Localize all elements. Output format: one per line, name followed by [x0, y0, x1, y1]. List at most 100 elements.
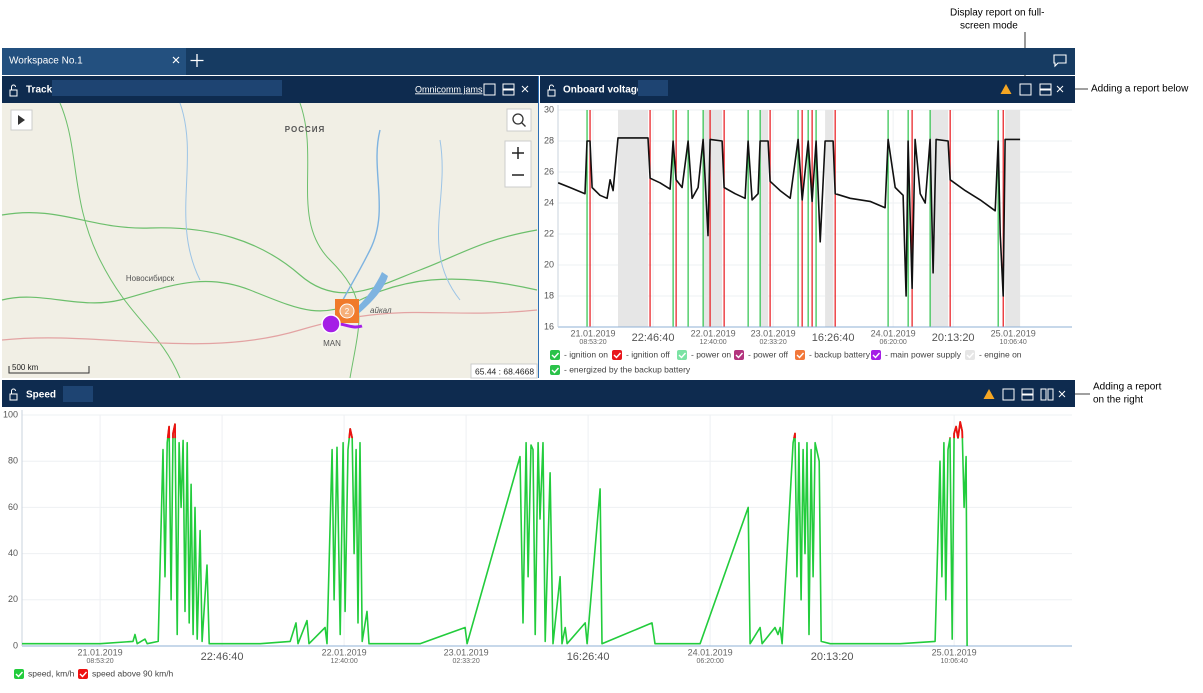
x-tick-label: 22:46:40 [201, 651, 244, 663]
voltage-header [540, 76, 1075, 103]
fullscreen-icon[interactable] [1019, 83, 1032, 96]
engine-on-band [1005, 110, 1021, 327]
search-icon [512, 113, 524, 125]
legend-label: - backup battery [809, 349, 871, 359]
input-box[interactable] [52, 80, 282, 96]
split-right-icon[interactable] [1040, 388, 1054, 401]
map-label: РОССИЯ [285, 125, 326, 134]
annotation: screen mode [960, 21, 1018, 32]
close-icon[interactable] [1056, 85, 1064, 93]
x-tick-label: 10:06:40 [1000, 339, 1027, 346]
x-tick-label: 23.01.2019 [444, 647, 489, 657]
search-button[interactable] [506, 108, 532, 132]
legend-swatch [734, 350, 744, 360]
legend-swatch [550, 365, 560, 375]
y-tick-label: 28 [544, 135, 554, 145]
lock-icon[interactable] [547, 84, 556, 97]
cluster-count: 2 [345, 307, 350, 316]
warning-icon[interactable] [983, 389, 995, 399]
legend-check [872, 352, 881, 359]
split-below-icon[interactable] [1039, 83, 1052, 96]
legend-swatch [14, 669, 24, 679]
legend-swatch [871, 350, 881, 360]
x-tick-label: 06:20:00 [696, 658, 723, 665]
legend-swatch [78, 669, 88, 679]
x-tick-label: 22.01.2019 [691, 328, 736, 338]
legend-check [79, 671, 88, 678]
x-tick-label: 20:13:20 [811, 651, 854, 663]
workspace-tab[interactable] [2, 48, 186, 75]
zoom-icons [512, 147, 524, 176]
input-box[interactable] [638, 80, 668, 96]
x-tick-label: 10:06:40 [941, 658, 968, 665]
chat-icon[interactable] [1053, 54, 1067, 68]
map-label: айкал [370, 306, 392, 315]
x-tick-label: 02:33:20 [452, 658, 479, 665]
legend-swatch [550, 350, 560, 360]
play-icon [18, 115, 25, 125]
y-tick-label: 80 [8, 456, 18, 466]
lock-icon[interactable] [9, 84, 18, 97]
legend-label: - main power supply [885, 349, 962, 359]
y-tick-label: 26 [544, 166, 554, 176]
x-tick-label: 02:33:20 [759, 339, 786, 346]
fullscreen-icon[interactable] [1002, 388, 1015, 401]
add-tab[interactable] [190, 54, 204, 67]
y-tick-label: 0 [13, 640, 18, 650]
close-icon[interactable] [1058, 390, 1066, 398]
x-tick-label: 21.01.2019 [571, 328, 616, 338]
input-box[interactable] [63, 386, 93, 402]
x-tick-label: 08:53:20 [86, 658, 113, 665]
x-tick-label: 24.01.2019 [688, 647, 733, 657]
engine-on-band [930, 110, 949, 327]
lock-icon[interactable] [9, 388, 18, 401]
engine-on-band [760, 110, 769, 327]
x-tick-label: 08:53:20 [579, 339, 606, 346]
x-tick-label: 12:40:00 [330, 658, 357, 665]
coords-box [470, 363, 538, 379]
link[interactable]: Omnicomm jams [415, 84, 483, 94]
panel-title: Onboard voltage [563, 85, 643, 96]
legend-label: - power on [691, 349, 731, 359]
legend-label: speed, km/h [28, 668, 75, 678]
annotation: Adding a report [1093, 382, 1162, 393]
fullscreen-icon[interactable] [483, 83, 496, 96]
legend-check [613, 352, 622, 359]
warning-icon[interactable] [1000, 84, 1012, 94]
map-layer [1, 102, 538, 379]
data-line [558, 137, 1021, 297]
engine-on-band [703, 110, 723, 327]
x-tick-label: 25.01.2019 [932, 647, 977, 657]
annotation: Display report on full- [950, 8, 1044, 19]
cluster-circle [339, 303, 355, 319]
legend-check [551, 367, 560, 374]
y-tick-label: 100 [3, 409, 18, 419]
data-line [22, 421, 968, 646]
y-tick-label: 40 [8, 548, 18, 558]
map-label: Новосибирск [126, 274, 175, 283]
split-below-icon[interactable] [502, 83, 515, 96]
tab-title: Workspace No.1 [9, 56, 83, 67]
close-tab[interactable] [172, 56, 180, 64]
legend-label: - ignition off [626, 349, 670, 359]
scale-bar [8, 366, 90, 374]
legend-check [796, 352, 805, 359]
x-tick-label: 24.01.2019 [871, 328, 916, 338]
y-tick-label: 24 [544, 197, 554, 207]
y-tick-label: 22 [544, 228, 554, 238]
y-tick-label: 16 [544, 321, 554, 331]
split-below-icon[interactable] [1021, 388, 1034, 401]
speed-header [2, 380, 1075, 407]
legend-label: - engine on [979, 349, 1022, 359]
x-tick-label: 16:26:40 [567, 651, 610, 663]
vehicle-marker[interactable] [321, 314, 341, 334]
close-icon[interactable] [521, 85, 529, 93]
legend-check [735, 352, 744, 359]
x-tick-label: 16:26:40 [812, 332, 855, 344]
legend-check [678, 352, 687, 359]
coords: 65.44 : 68.4668 [475, 366, 534, 376]
vehicle-label: MAN [323, 339, 341, 348]
annotation: on the right [1093, 395, 1143, 406]
y-tick-label: 20 [544, 259, 554, 269]
